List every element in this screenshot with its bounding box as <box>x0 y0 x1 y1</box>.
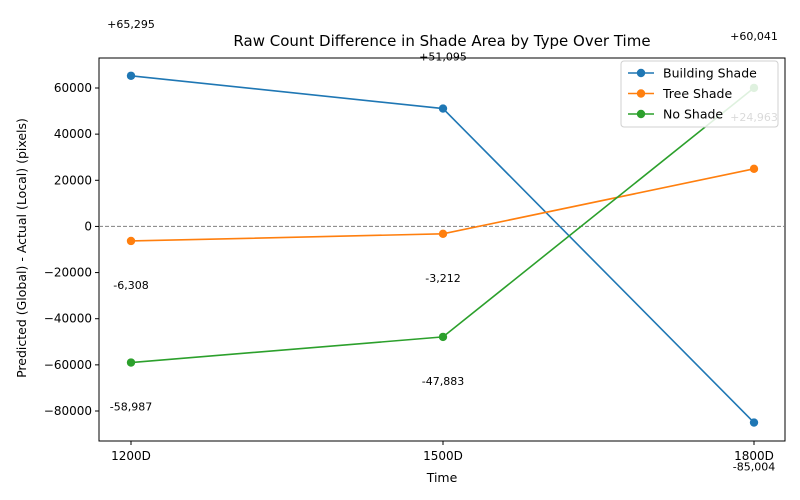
x-tick-label: 1200D <box>111 449 151 463</box>
data-label-no-shade: -58,987 <box>110 401 152 414</box>
y-tick-label: −80000 <box>44 404 92 418</box>
data-point-building-shade <box>126 71 136 80</box>
data-label-building-shade: -85,004 <box>733 461 775 474</box>
data-label-no-shade: -47,883 <box>422 375 464 388</box>
legend-marker-tree-shade <box>636 89 646 98</box>
y-axis-title: Predicted (Global) - Actual (Local) (pix… <box>14 118 29 378</box>
data-point-no-shade <box>438 332 448 342</box>
data-point-tree-shade <box>749 164 759 174</box>
x-axis-title: Time <box>426 470 458 485</box>
y-axis: −80000 −60000 −40000 −20000 0 20000 40000 60000 <box>44 81 99 418</box>
x-tick-label: 1500D <box>423 449 463 463</box>
x-axis: 1200D 1500D 1800D <box>111 441 774 463</box>
x-tick-label: 1800D <box>734 449 774 463</box>
data-point-building-shade <box>749 418 759 427</box>
data-point-no-shade <box>126 358 136 367</box>
chart-title: Raw Count Difference in Shade Area by Ty… <box>233 32 650 50</box>
legend-marker-no-shade <box>636 109 646 119</box>
data-point-tree-shade <box>438 229 448 239</box>
y-tick-label: −60000 <box>44 358 92 372</box>
legend-label-building-shade: Building Shade <box>663 66 757 81</box>
legend-label-tree-shade: Tree Shade <box>662 86 732 101</box>
y-tick-label: 60000 <box>54 81 92 95</box>
data-label-building-shade: +51,095 <box>419 51 467 64</box>
y-tick-label: 40000 <box>54 127 92 141</box>
data-point-building-shade <box>438 104 448 113</box>
data-label-tree-shade: -6,308 <box>113 279 148 292</box>
y-tick-label: 0 <box>84 219 92 233</box>
data-label-no-shade: +60,041 <box>730 30 778 43</box>
data-point-tree-shade <box>126 236 136 246</box>
legend-label-no-shade: No Shade <box>663 107 723 122</box>
y-tick-label: 20000 <box>54 173 92 187</box>
series-group <box>126 71 759 427</box>
data-label-building-shade: +65,295 <box>107 18 155 31</box>
legend-marker-building-shade <box>636 68 646 78</box>
data-label-tree-shade: -3,212 <box>425 272 460 285</box>
y-tick-label: −40000 <box>44 312 92 326</box>
y-tick-label: −20000 <box>44 266 92 280</box>
legend: Building Shade Tree Shade No Shade <box>620 60 779 128</box>
legend-box <box>620 60 779 128</box>
